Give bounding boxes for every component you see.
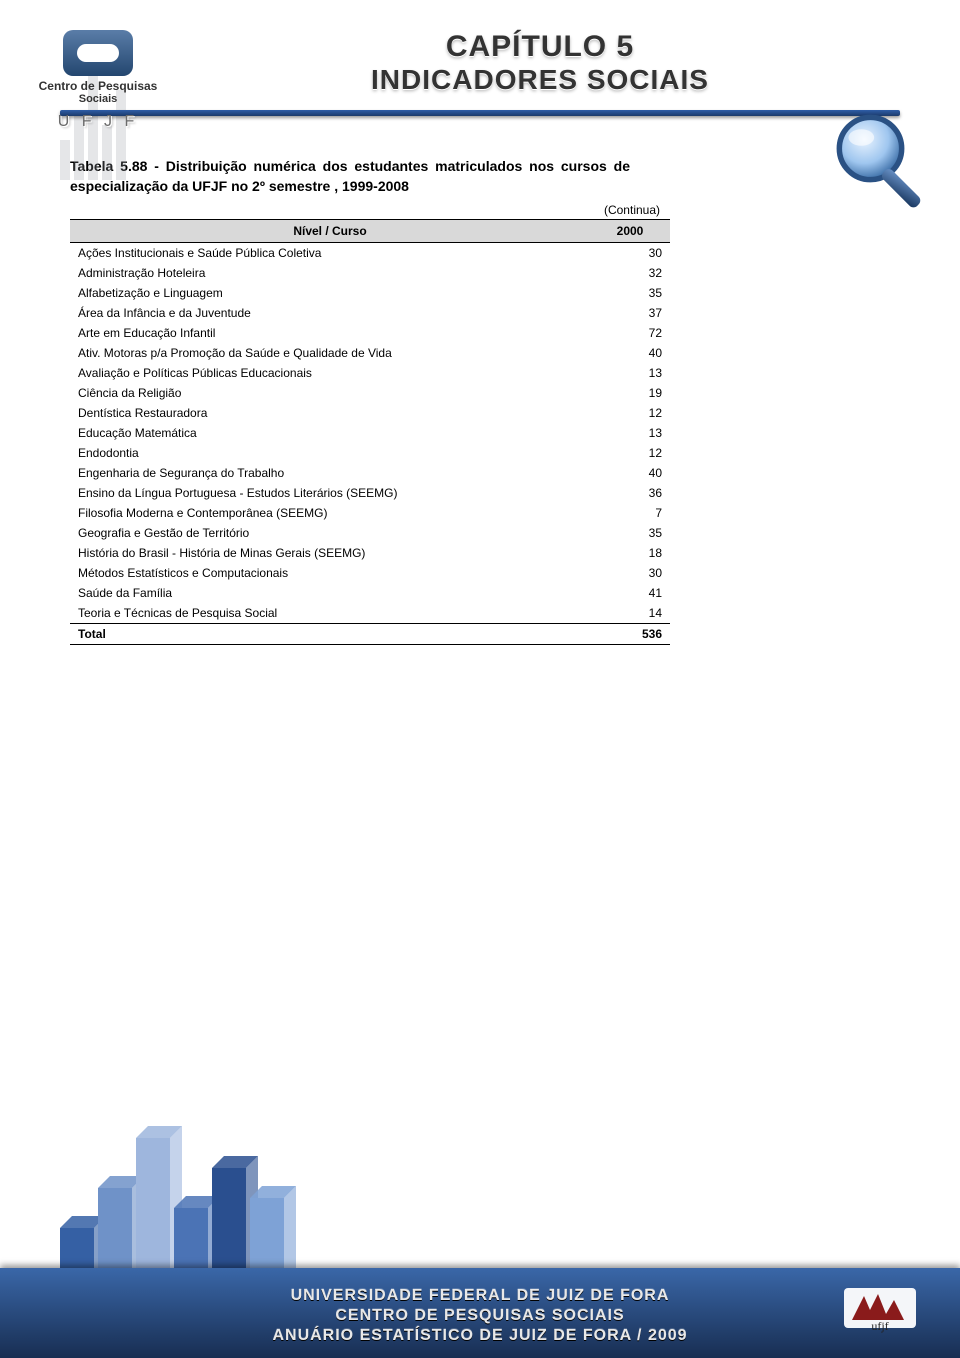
course-cell: Ativ. Motoras p/a Promoção da Saúde e Qu… (70, 343, 590, 363)
table-row: Administração Hoteleira32 (70, 263, 670, 283)
table-row: Avaliação e Políticas Públicas Educacion… (70, 363, 670, 383)
course-cell: Alfabetização e Linguagem (70, 283, 590, 303)
total-label: Total (70, 623, 590, 644)
page-subtitle: INDICADORES SOCIAIS (120, 64, 960, 96)
footer-line2: CENTRO DE PESQUISAS SOCIAIS (0, 1306, 960, 1326)
table-row: Área da Infância e da Juventude37 (70, 303, 670, 323)
table-row: Dentística Restauradora12 (70, 403, 670, 423)
title-block: CAPÍTULO 5 INDICADORES SOCIAIS (120, 30, 960, 96)
logo-ufjf: U F J F (18, 113, 178, 131)
table-row: Ativ. Motoras p/a Promoção da Saúde e Qu… (70, 343, 670, 363)
table-row: Educação Matemática13 (70, 423, 670, 443)
footer-text: UNIVERSIDADE FEDERAL DE JUIZ DE FORA CEN… (0, 1286, 960, 1346)
value-cell: 72 (590, 323, 670, 343)
table-row: Ensino da Língua Portuguesa - Estudos Li… (70, 483, 670, 503)
table-row: Ciência da Religião19 (70, 383, 670, 403)
value-cell: 18 (590, 543, 670, 563)
data-table: Nível / Curso 2000 Ações Institucionais … (70, 219, 670, 645)
value-cell: 30 (590, 242, 670, 263)
content-area: Tabela 5.88 - Distribuição numérica dos … (0, 116, 960, 645)
table-row: Alfabetização e Linguagem35 (70, 283, 670, 303)
total-value: 536 (590, 623, 670, 644)
magnifier-icon (832, 110, 942, 220)
col-year: 2000 (590, 219, 670, 242)
value-cell: 35 (590, 523, 670, 543)
course-cell: Endodontia (70, 443, 590, 463)
page-header: Centro de Pesquisas Sociais U F J F CAPÍ… (0, 0, 960, 116)
value-cell: 19 (590, 383, 670, 403)
course-cell: Educação Matemática (70, 423, 590, 443)
table-total-row: Total536 (70, 623, 670, 644)
table-row: Métodos Estatísticos e Computacionais30 (70, 563, 670, 583)
table-row: Filosofia Moderna e Contemporânea (SEEMG… (70, 503, 670, 523)
course-cell: Filosofia Moderna e Contemporânea (SEEMG… (70, 503, 590, 523)
table-row: Saúde da Família41 (70, 583, 670, 603)
value-cell: 36 (590, 483, 670, 503)
table-row: História do Brasil - História de Minas G… (70, 543, 670, 563)
logo-line2: Sociais (18, 93, 178, 105)
course-cell: Administração Hoteleira (70, 263, 590, 283)
col-course: Nível / Curso (70, 219, 590, 242)
value-cell: 40 (590, 463, 670, 483)
value-cell: 12 (590, 443, 670, 463)
value-cell: 37 (590, 303, 670, 323)
value-cell: 40 (590, 343, 670, 363)
value-cell: 13 (590, 423, 670, 443)
ufjf-footer-logo-icon: ufjf (840, 1280, 920, 1336)
course-cell: Teoria e Técnicas de Pesquisa Social (70, 603, 590, 624)
course-cell: Ciência da Religião (70, 383, 590, 403)
value-cell: 35 (590, 283, 670, 303)
course-cell: Saúde da Família (70, 583, 590, 603)
table-row: Engenharia de Segurança do Trabalho40 (70, 463, 670, 483)
footer-line1: UNIVERSIDADE FEDERAL DE JUIZ DE FORA (0, 1286, 960, 1306)
header-divider (60, 110, 900, 116)
table-header-row: Nível / Curso 2000 (70, 219, 670, 242)
table-row: Endodontia12 (70, 443, 670, 463)
svg-text:ufjf: ufjf (871, 1319, 888, 1333)
course-cell: Arte em Educação Infantil (70, 323, 590, 343)
course-cell: História do Brasil - História de Minas G… (70, 543, 590, 563)
chapter-title: CAPÍTULO 5 (120, 30, 960, 64)
course-cell: Geografia e Gestão de Território (70, 523, 590, 543)
course-cell: Ensino da Língua Portuguesa - Estudos Li… (70, 483, 590, 503)
logo-line1: Centro de Pesquisas (18, 80, 178, 93)
course-cell: Engenharia de Segurança do Trabalho (70, 463, 590, 483)
value-cell: 14 (590, 603, 670, 624)
table-row: Ações Institucionais e Saúde Pública Col… (70, 242, 670, 263)
value-cell: 32 (590, 263, 670, 283)
page-footer: UNIVERSIDADE FEDERAL DE JUIZ DE FORA CEN… (0, 1148, 960, 1358)
table-row: Teoria e Técnicas de Pesquisa Social14 (70, 603, 670, 624)
continua-label: (Continua) (70, 203, 660, 217)
value-cell: 13 (590, 363, 670, 383)
course-cell: Dentística Restauradora (70, 403, 590, 423)
course-cell: Ações Institucionais e Saúde Pública Col… (70, 242, 590, 263)
table-row: Geografia e Gestão de Território35 (70, 523, 670, 543)
value-cell: 12 (590, 403, 670, 423)
value-cell: 41 (590, 583, 670, 603)
course-cell: Métodos Estatísticos e Computacionais (70, 563, 590, 583)
footer-line3: ANUÁRIO ESTATÍSTICO DE JUIZ DE FORA / 20… (0, 1326, 960, 1346)
value-cell: 7 (590, 503, 670, 523)
table-row: Arte em Educação Infantil72 (70, 323, 670, 343)
logo-block: Centro de Pesquisas Sociais U F J F (18, 30, 178, 131)
course-cell: Área da Infância e da Juventude (70, 303, 590, 323)
value-cell: 30 (590, 563, 670, 583)
logo-icon (63, 30, 133, 76)
course-cell: Avaliação e Políticas Públicas Educacion… (70, 363, 590, 383)
